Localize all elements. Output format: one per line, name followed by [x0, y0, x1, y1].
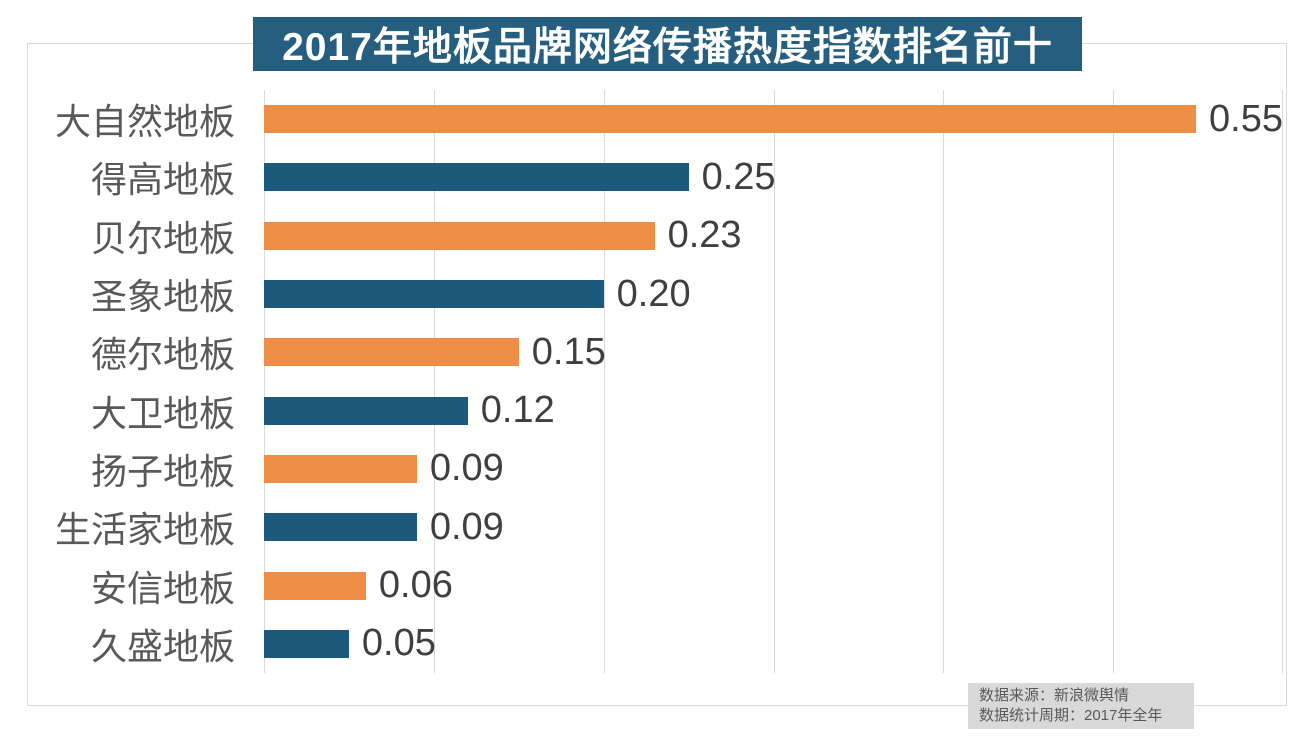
category-label: 大卫地板: [90, 392, 235, 434]
source-line-origin: 数据来源：新浪微舆情: [979, 687, 1130, 704]
category-label: 圣象地板: [90, 276, 235, 318]
bar-zone: 0.06: [264, 556, 1283, 614]
bar: [264, 163, 689, 192]
source-line-period: 数据统计周期：2017年全年: [979, 707, 1163, 724]
category-label: 德尔地板: [90, 334, 235, 376]
category-label: 贝尔地板: [90, 217, 235, 259]
bar-zone: 0.15: [264, 323, 1283, 381]
gridline: [1282, 90, 1283, 673]
plot-frame: [27, 43, 1287, 706]
value-label: 0.20: [616, 272, 691, 315]
category-label: 生活家地板: [54, 509, 235, 551]
bar-row: 圣象地板 0.20: [27, 265, 1283, 323]
bar: [264, 571, 366, 600]
bar-row: 贝尔地板 0.23: [27, 207, 1283, 265]
gridline: [603, 90, 605, 673]
gridline: [1113, 90, 1115, 673]
bar-row: 得高地板 0.25: [27, 148, 1283, 206]
category-label: 得高地板: [90, 159, 235, 201]
bar-zone: 0.23: [264, 207, 1283, 265]
bar-zone: 0.20: [264, 265, 1283, 323]
value-label: 0.06: [378, 564, 453, 607]
value-label: 0.23: [667, 214, 742, 257]
bar-zone: 0.25: [264, 148, 1283, 206]
bar-row: 久盛地板 0.05: [27, 615, 1283, 673]
bar-row: 扬子地板 0.09: [27, 440, 1283, 498]
bar: [264, 513, 417, 542]
bar: [264, 221, 655, 250]
bar: [264, 105, 1197, 134]
value-label: 0.09: [429, 505, 504, 548]
bar-zone: 0.55: [264, 90, 1283, 148]
bar-zone: 0.09: [264, 498, 1283, 556]
bar-rows: 大自然地板 0.55 得高地板 0.25 贝尔地板 0.23 圣象地板 0.20 德尔地板 0.1…: [27, 90, 1283, 673]
bar-row: 生活家地板 0.09: [27, 498, 1283, 556]
value-label: 0.12: [480, 389, 555, 432]
value-label: 0.09: [429, 447, 504, 490]
chart-title: 2017年地板品牌网络传播热度指数排名前十: [253, 17, 1082, 71]
plot-area: [264, 90, 1283, 673]
bar-zone: 0.12: [264, 381, 1283, 439]
gridline: [943, 90, 945, 673]
gridline: [433, 90, 435, 673]
gridline: [773, 90, 775, 673]
bar-row: 安信地板 0.06: [27, 556, 1283, 614]
category-label: 安信地板: [90, 567, 235, 609]
value-label: 0.55: [1209, 97, 1283, 140]
source-note: 数据来源：新浪微舆情 数据统计周期：2017年全年: [968, 683, 1194, 729]
bar: [264, 396, 468, 425]
bar-row: 德尔地板 0.15: [27, 323, 1283, 381]
bar-zone: 0.05: [264, 615, 1283, 673]
bar-zone: 0.09: [264, 440, 1283, 498]
bar: [264, 629, 349, 658]
value-label: 0.15: [531, 330, 606, 373]
bar: [264, 338, 519, 367]
category-label: 大自然地板: [54, 101, 235, 143]
category-label: 久盛地板: [90, 625, 235, 667]
bar-row: 大自然地板 0.55: [27, 90, 1283, 148]
category-label: 扬子地板: [90, 450, 235, 492]
bar: [264, 454, 417, 483]
gridline: [264, 90, 265, 673]
value-label: 0.05: [361, 622, 436, 665]
bar-row: 大卫地板 0.12: [27, 381, 1283, 439]
value-label: 0.25: [701, 155, 776, 198]
bar: [264, 280, 604, 309]
